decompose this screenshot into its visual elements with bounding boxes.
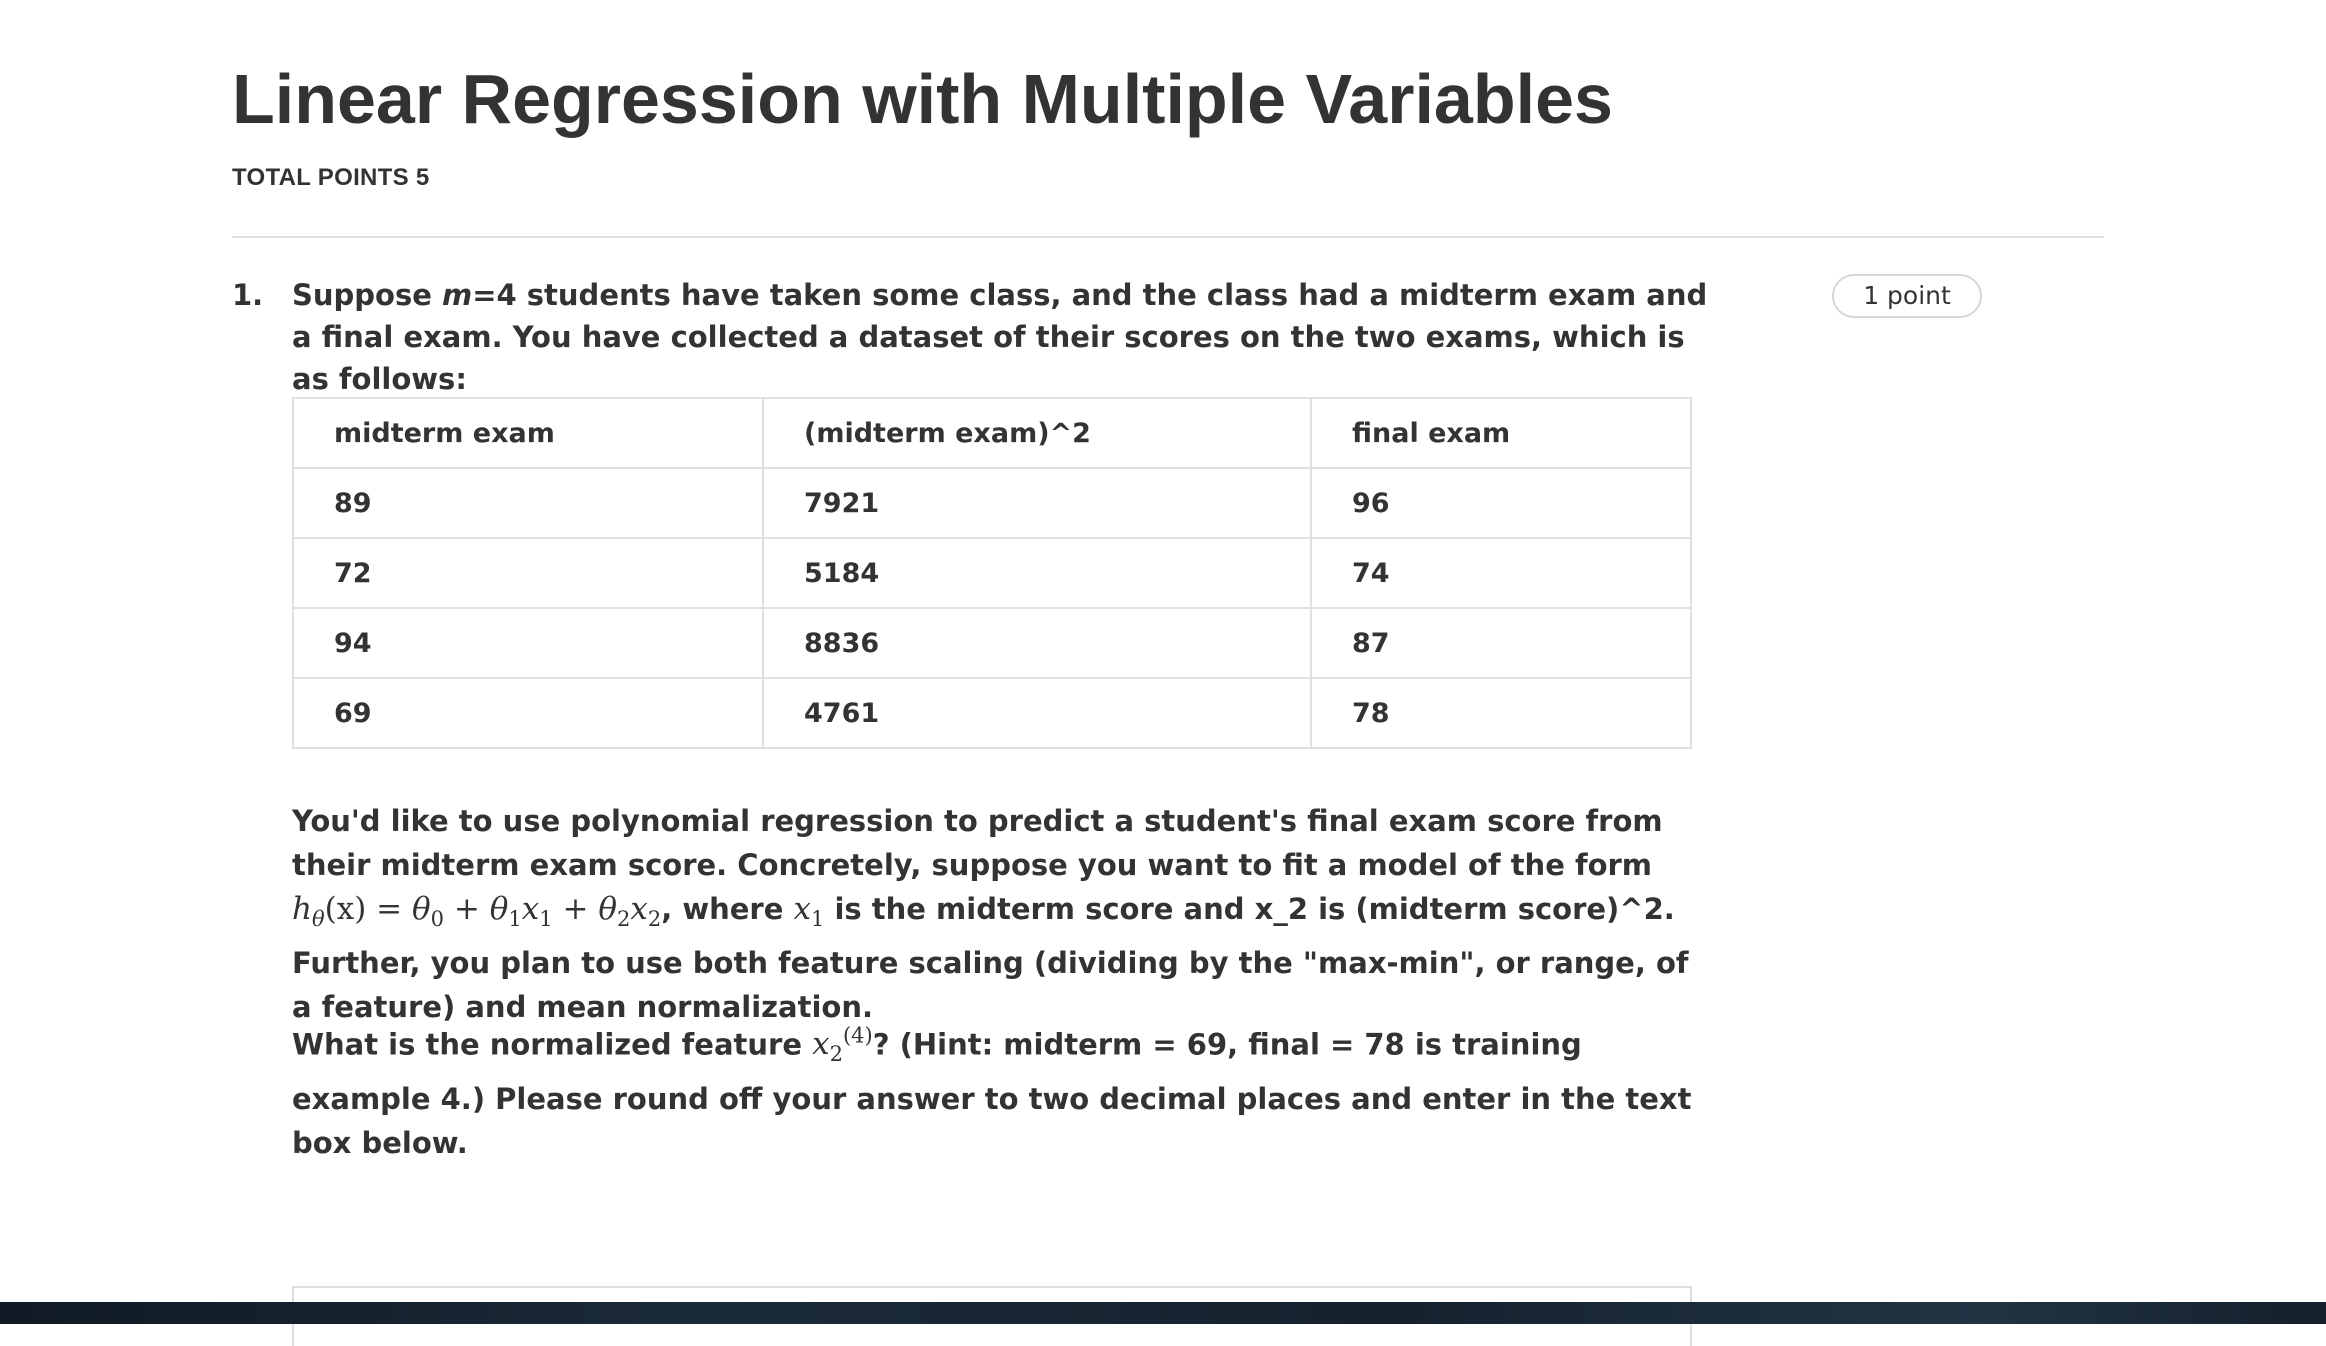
model-formula: hθ(x) = θ0 + θ1x1 + θ2x2 [292, 891, 661, 931]
formula-sub-0: 0 [430, 907, 445, 932]
table-cell: 69 [292, 677, 764, 749]
scores-table: midterm exam (midterm exam)^2 final exam… [292, 397, 1692, 749]
divider [232, 236, 2104, 238]
table-row: 89 7921 96 [292, 467, 1692, 539]
table-cell: 94 [292, 607, 764, 679]
formula-theta: θ [311, 907, 325, 932]
formula-x2: x [630, 891, 648, 927]
intro-variable-m: m [442, 278, 473, 312]
table-cell: 8836 [762, 607, 1312, 679]
where-sub: 1 [811, 907, 825, 932]
description-text-a: You'd like to use polynomial regression … [292, 804, 1663, 882]
intro-text-1: Suppose [292, 278, 442, 312]
normalized-feature: x2(4) [812, 1024, 873, 1067]
table-cell: 5184 [762, 537, 1312, 609]
table-cell: 87 [1310, 607, 1692, 679]
footer-background [0, 1302, 2326, 1324]
formula-theta-2: θ [598, 891, 617, 927]
feature-x: x [812, 1026, 830, 1063]
prompt-text-a: What is the normalized feature [292, 1027, 813, 1062]
question-prompt: What is the normalized feature x2(4)? (H… [292, 1014, 1712, 1165]
intro-text-2: =4 students have taken some class, and t… [292, 278, 1708, 396]
table-header-row: midterm exam (midterm exam)^2 final exam [292, 397, 1692, 469]
table-cell: 96 [1310, 467, 1692, 539]
question-number: 1. [232, 278, 264, 312]
formula-sub-1: 1 [508, 907, 522, 932]
formula-sub-2: 2 [616, 907, 631, 932]
prompt-text-b: ? (Hint: midterm = 69, final = 78 is tra… [292, 1027, 1692, 1160]
total-points: TOTAL POINTS 5 [232, 164, 430, 191]
table-cell: 78 [1310, 677, 1692, 749]
table-row: 72 5184 74 [292, 537, 1692, 609]
formula-x1: x [521, 891, 540, 927]
question-intro: Suppose m=4 students have taken some cla… [292, 274, 1712, 400]
table-header: (midterm exam)^2 [762, 397, 1312, 469]
formula-paren-x: (x) = [324, 891, 412, 927]
formula-plus: + [552, 891, 599, 927]
feature-sub: 2 [829, 1042, 843, 1067]
page-title: Linear Regression with Multiple Variable… [232, 60, 1613, 138]
table-header: final exam [1310, 397, 1692, 469]
table-cell: 7921 [762, 467, 1312, 539]
feature-sup: (4) [842, 1024, 873, 1048]
table-cell: 89 [292, 467, 764, 539]
description-text-c: is the midterm score and x_2 is (midterm… [292, 892, 1689, 1025]
points-badge: 1 point [1832, 274, 1982, 318]
formula-sub-x1: 1 [539, 907, 553, 932]
where-x: x [793, 891, 811, 927]
where-variable: x1 [793, 891, 825, 931]
table-row: 69 4761 78 [292, 677, 1692, 749]
formula-sub-x2: 2 [647, 907, 662, 932]
table-cell: 72 [292, 537, 764, 609]
formula-theta-0: θ [411, 891, 431, 927]
formula-h: h [292, 891, 312, 927]
formula-plus: + [444, 891, 490, 927]
description-text-b: , where [661, 892, 794, 926]
formula-theta-1: θ [489, 891, 509, 927]
table-header: midterm exam [292, 397, 764, 469]
table-cell: 4761 [762, 677, 1312, 749]
question-description: You'd like to use polynomial regression … [292, 799, 1712, 1029]
table-row: 94 8836 87 [292, 607, 1692, 679]
table-cell: 74 [1310, 537, 1692, 609]
